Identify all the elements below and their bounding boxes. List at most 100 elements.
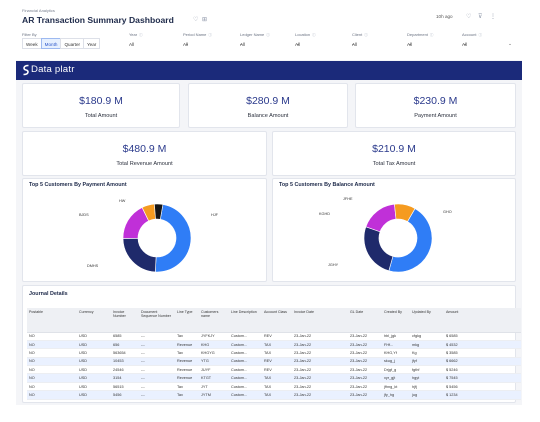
donut-segment-jfhe[interactable] xyxy=(394,203,416,222)
filter-client-label: Client xyxy=(352,32,363,37)
table-cell: TAX xyxy=(262,340,292,350)
kpi-card-total-tax: $210.9 M Total Tax Amount xyxy=(272,131,516,176)
table-cell: Revenue xyxy=(175,340,199,350)
table-cell: JYFKJY xyxy=(199,332,229,341)
filter-period-name-select[interactable]: All ⌄ xyxy=(183,41,243,47)
table-cell: 10453 xyxy=(111,357,139,367)
column-header[interactable]: Line Type xyxy=(175,308,199,333)
chevron-down-icon: ⌄ xyxy=(239,41,243,46)
info-icon: ⓘ xyxy=(429,33,434,37)
table-cell: NO xyxy=(27,382,77,392)
donut-segment-hjf[interactable] xyxy=(155,204,192,273)
column-header[interactable]: Postable xyxy=(27,308,77,333)
pie-label-hw: HW xyxy=(119,199,126,203)
kpi-label: Payment Amount xyxy=(414,113,457,119)
table-cell: KHG,Yf xyxy=(382,348,410,358)
donut-segment-gho[interactable] xyxy=(388,208,433,273)
table-cell: Tax xyxy=(175,332,199,341)
kpi-value: $280.9 M xyxy=(246,95,290,107)
heart-icon[interactable]: ♡ xyxy=(466,14,472,20)
filter-icon[interactable]: ⊽ xyxy=(478,14,483,20)
table-row[interactable]: NO USD 24546 --- Revenue JUYF Custom... REV 23-J… xyxy=(27,365,521,375)
table-row[interactable]: NO USD 10453 --- Revenue YTG Custom... REV 23-Ja… xyxy=(27,357,521,367)
column-header[interactable]: Account Class xyxy=(262,308,292,333)
filter-year-select[interactable]: All ⌄ xyxy=(129,41,189,47)
table-cell: Custom... xyxy=(229,340,262,350)
kpi-value: $480.9 M xyxy=(122,143,167,155)
table-cell: JUYF xyxy=(199,365,229,375)
table-cell: USD xyxy=(77,348,111,358)
table-cell: skug_j xyxy=(382,357,410,367)
column-header[interactable]: Amount xyxy=(444,308,521,333)
filter-ledger-name: Ledger Name ⓘ All ⌄ xyxy=(240,32,300,47)
table-cell: $ 5246 xyxy=(444,365,521,375)
table-row[interactable]: NO USD 5456 --- Tax JYTM Custom... TAX 23-Jan-22… xyxy=(27,390,521,400)
column-header[interactable]: GL Date xyxy=(348,308,382,333)
pie-label-gho: GHO xyxy=(443,210,452,214)
kpi-card-total-amount: $180.9 M Total Amount xyxy=(22,83,180,128)
column-header[interactable]: Customers name xyxy=(199,308,229,333)
table-cell: $ 5456 xyxy=(444,382,521,392)
column-header[interactable]: Invoice Date xyxy=(292,308,348,333)
table-cell: Custom... xyxy=(229,365,262,375)
table-row[interactable]: NO USD 56515 --- Tax JYT Custom... TAX 23-Jan-22… xyxy=(27,382,521,392)
info-icon: ⓘ xyxy=(364,33,368,37)
column-header[interactable]: Currency xyxy=(77,308,111,333)
pie-label-jfhe: JFHE xyxy=(343,197,353,201)
filter-location-select[interactable]: All ⌄ xyxy=(295,41,355,47)
table-cell: --- xyxy=(139,365,175,375)
filter-department-select[interactable]: All ⌄ xyxy=(407,41,467,47)
table-cell: fgthf xyxy=(410,365,444,375)
donut-segment-dmhs[interactable] xyxy=(122,237,157,273)
filter-year-value: All xyxy=(129,42,135,47)
table-cell: TAX xyxy=(262,348,292,358)
table-cell: 563654 xyxy=(111,348,139,358)
donut-segment-hw[interactable] xyxy=(154,203,164,220)
table-row[interactable]: NO USD 6585 --- Tax JYFKJY Custom... REV 23-Jan-… xyxy=(27,332,521,341)
table-cell: KHG xyxy=(199,340,229,350)
filter-ledger-name-select[interactable]: All ⌄ xyxy=(240,41,300,47)
table-cell: NO xyxy=(27,332,77,341)
table-cell: REV xyxy=(262,365,292,375)
brand-bar: Data platr xyxy=(16,61,522,80)
table-row[interactable]: NO USD 656 --- Revenue KHG Custom... TAX 23-Jan-… xyxy=(27,340,521,350)
table-cell: 23-Jan-22 xyxy=(348,348,382,358)
column-header[interactable]: Invoice Number xyxy=(111,308,139,333)
column-header[interactable]: Created By xyxy=(382,308,410,333)
period-month-button[interactable]: Month xyxy=(40,38,62,49)
kpi-card-total-revenue: $480.9 M Total Revenue Amount xyxy=(22,131,267,176)
table-cell: Tax xyxy=(175,390,199,400)
column-header[interactable]: Line Description xyxy=(229,308,262,333)
filter-period-name: Period Name ⓘ All ⌄ xyxy=(183,32,243,47)
period-quarter-button[interactable]: Quarter xyxy=(60,38,85,49)
table-cell: --- xyxy=(139,382,175,392)
share-icon[interactable]: ⊞ xyxy=(202,17,208,23)
donut-segment-jghy[interactable] xyxy=(363,226,394,272)
heart-icon[interactable]: ♡ xyxy=(193,17,199,23)
table-row[interactable]: NO USD 3154 --- Revenue KTGT Custom... TAX 23-Ja… xyxy=(27,373,521,383)
donut-segment-kghd[interactable] xyxy=(365,203,397,233)
pie-label-hjf: HJF xyxy=(211,213,218,217)
table-cell: $ 6662 xyxy=(444,357,521,367)
info-icon: ⓘ xyxy=(139,33,143,37)
column-header[interactable]: Document Sequence Number xyxy=(139,308,175,333)
breadcrumb[interactable]: Financial Analytics xyxy=(22,8,55,13)
table-cell: $ 1234 xyxy=(444,390,521,400)
chart-title: Top 5 Customers By Balance Amount xyxy=(279,182,375,188)
table-cell: 656 xyxy=(111,340,139,350)
table-cell: 23-Jan-22 xyxy=(292,365,348,375)
table-cell: USD xyxy=(77,357,111,367)
more-icon[interactable]: ⋮ xyxy=(490,14,496,20)
period-week-button[interactable]: Week xyxy=(22,38,42,49)
dashboard-app: Financial Analytics AR Transaction Summa… xyxy=(16,5,522,405)
filter-account-select[interactable]: All ⌄ xyxy=(462,41,512,47)
table-cell: cfgkg xyxy=(410,332,444,341)
table-cell: NO xyxy=(27,365,77,375)
period-year-button[interactable]: Year xyxy=(83,38,101,49)
table-row[interactable]: NO USD 563654 --- Tax KHGYG Custom... TAX 23-Jan… xyxy=(27,348,521,358)
table-cell: Custom... xyxy=(229,382,262,392)
filter-department: Department ⓘ All ⌄ xyxy=(407,32,467,47)
info-icon: ⓘ xyxy=(312,33,316,37)
filter-client-select[interactable]: All ⌄ xyxy=(352,41,412,47)
column-header[interactable]: Updated By xyxy=(410,308,444,333)
